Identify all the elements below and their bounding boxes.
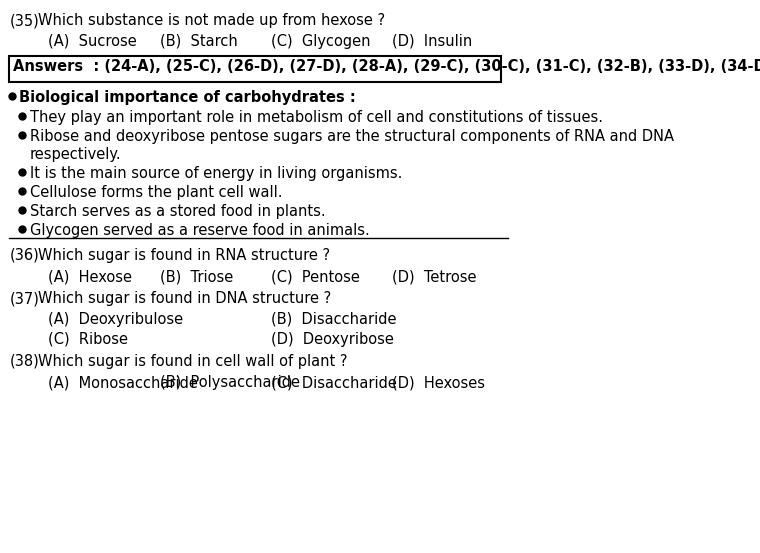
Text: Ribose and deoxyribose pentose sugars are the structural components of RNA and D: Ribose and deoxyribose pentose sugars ar… bbox=[30, 129, 673, 144]
Text: (C)  Ribose: (C) Ribose bbox=[49, 332, 128, 347]
Text: Glycogen served as a reserve food in animals.: Glycogen served as a reserve food in ani… bbox=[30, 223, 369, 238]
Text: (38): (38) bbox=[9, 354, 40, 369]
Text: Biological importance of carbohydrates :: Biological importance of carbohydrates : bbox=[19, 90, 356, 105]
Text: Cellulose forms the plant cell wall.: Cellulose forms the plant cell wall. bbox=[30, 185, 282, 200]
Text: Starch serves as a stored food in plants.: Starch serves as a stored food in plants… bbox=[30, 204, 325, 219]
Text: (D)  Tetrose: (D) Tetrose bbox=[392, 269, 477, 284]
Text: (C)  Disaccharide: (C) Disaccharide bbox=[271, 375, 397, 390]
Text: (C)  Glycogen: (C) Glycogen bbox=[271, 34, 370, 49]
Text: (A)  Hexose: (A) Hexose bbox=[49, 269, 132, 284]
Text: (D)  Deoxyribose: (D) Deoxyribose bbox=[271, 332, 394, 347]
Text: (C)  Pentose: (C) Pentose bbox=[271, 269, 359, 284]
Text: It is the main source of energy in living organisms.: It is the main source of energy in livin… bbox=[30, 166, 402, 181]
Text: Which sugar is found in RNA structure ?: Which sugar is found in RNA structure ? bbox=[38, 248, 330, 263]
Text: (B)  Disaccharide: (B) Disaccharide bbox=[271, 312, 396, 327]
Text: (A)  Deoxyribulose: (A) Deoxyribulose bbox=[49, 312, 184, 327]
Text: (A)  Monosaccharide: (A) Monosaccharide bbox=[49, 375, 198, 390]
Text: (D)  Insulin: (D) Insulin bbox=[392, 34, 472, 49]
Text: Which sugar is found in cell wall of plant ?: Which sugar is found in cell wall of pla… bbox=[38, 354, 347, 369]
Text: (36): (36) bbox=[9, 248, 40, 263]
FancyBboxPatch shape bbox=[9, 56, 501, 82]
Text: respectively.: respectively. bbox=[30, 147, 122, 162]
Text: (B)  Polysaccharide: (B) Polysaccharide bbox=[160, 375, 299, 390]
Text: (D)  Hexoses: (D) Hexoses bbox=[392, 375, 485, 390]
Text: (35): (35) bbox=[9, 13, 40, 28]
Text: (B)  Triose: (B) Triose bbox=[160, 269, 233, 284]
Text: They play an important role in metabolism of cell and constitutions of tissues.: They play an important role in metabolis… bbox=[30, 110, 603, 125]
Text: Answers  : (24-A), (25-C), (26-D), (27-D), (28-A), (29-C), (30-C), (31-C), (32-B: Answers : (24-A), (25-C), (26-D), (27-D)… bbox=[14, 59, 760, 74]
Text: Which sugar is found in DNA structure ?: Which sugar is found in DNA structure ? bbox=[38, 291, 331, 306]
Text: (B)  Starch: (B) Starch bbox=[160, 34, 237, 49]
Text: (37): (37) bbox=[9, 291, 40, 306]
Text: Which substance is not made up from hexose ?: Which substance is not made up from hexo… bbox=[38, 13, 385, 28]
Text: (A)  Sucrose: (A) Sucrose bbox=[49, 34, 138, 49]
